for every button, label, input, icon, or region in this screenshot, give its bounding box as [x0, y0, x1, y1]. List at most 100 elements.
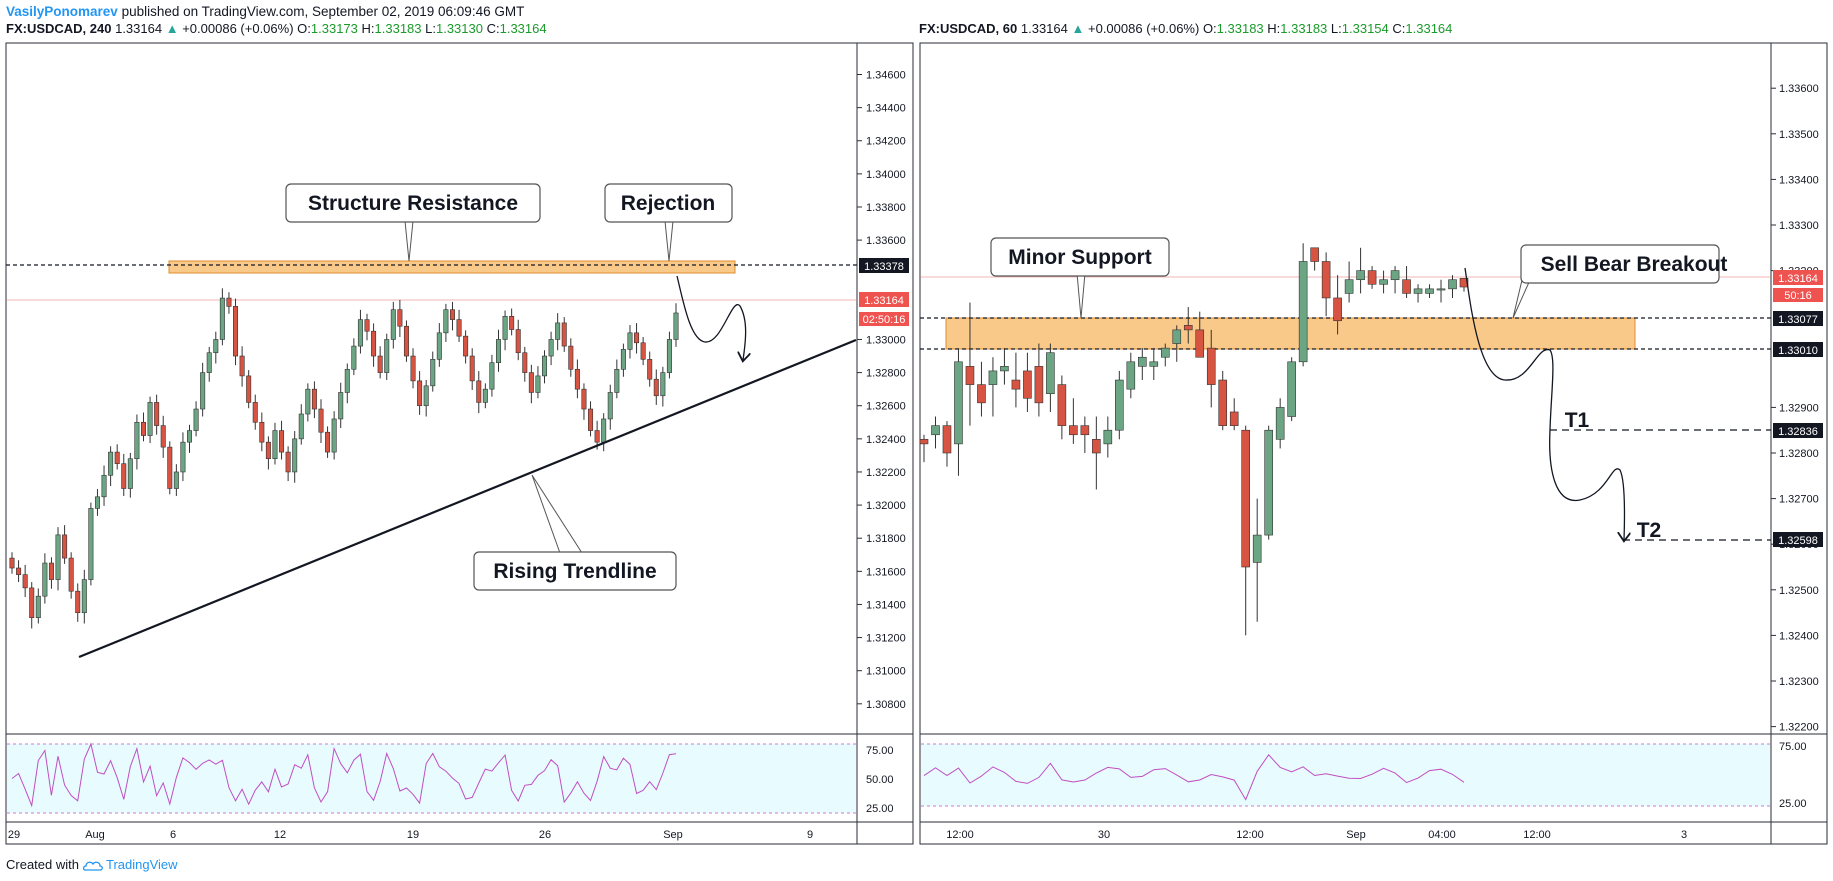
candle	[1023, 352, 1032, 412]
rising-trendline[interactable]	[78, 338, 857, 659]
candle-body	[528, 372, 534, 393]
resistance-zone[interactable]	[168, 260, 736, 274]
right-time-axis[interactable]: 12:00 30 12:00 Sep 04:00 12:00 3	[946, 829, 1687, 841]
candle-body	[476, 380, 482, 403]
candle-body	[410, 355, 416, 382]
right-panel-border	[919, 42, 1828, 845]
right-countdown-badge	[1773, 288, 1823, 302]
candle	[285, 446, 291, 482]
candle	[574, 359, 580, 399]
candle	[114, 444, 120, 470]
candle-body	[660, 372, 666, 397]
candle-body	[568, 345, 574, 370]
minor-support-callout[interactable]	[990, 237, 1170, 277]
candle	[1057, 375, 1067, 440]
structure-resistance-callout[interactable]	[285, 183, 541, 223]
candle	[377, 346, 383, 379]
candle	[548, 331, 554, 366]
right-rsi-band	[921, 744, 1770, 806]
author-link[interactable]: VasilyPonomarev	[6, 4, 118, 19]
candle-body	[331, 418, 337, 453]
candle-body	[403, 325, 409, 357]
candle	[154, 394, 160, 435]
candle	[647, 351, 653, 387]
right-symbol[interactable]: FX:USDCAD, 60	[919, 21, 1018, 36]
left-symbol[interactable]: FX:USDCAD, 240	[6, 21, 112, 36]
left-close-label: C:	[486, 21, 500, 36]
left-high: 1.33183	[374, 21, 422, 36]
candle	[357, 309, 363, 354]
candle-body	[1425, 288, 1434, 294]
candle	[423, 380, 429, 417]
candle-body	[1023, 370, 1032, 399]
price-tick-label: 1.32000	[866, 500, 906, 512]
sell-bear-breakout-callout[interactable]	[1520, 244, 1720, 284]
time-tick-label: 30	[1098, 829, 1110, 841]
candle-body	[338, 392, 344, 420]
candle-body	[75, 590, 81, 614]
candle	[233, 298, 239, 366]
candle	[279, 420, 285, 460]
right-price-axis[interactable]: 1.336001.335001.334001.333001.332001.329…	[1771, 83, 1819, 734]
time-tick-label: 12:00	[946, 829, 974, 841]
candle-body	[35, 595, 41, 618]
candle	[1160, 343, 1170, 367]
tradingview-link[interactable]: TradingView	[106, 857, 178, 872]
candle-body	[535, 375, 541, 393]
left-price-axis[interactable]: 1.34600 1.34400 1.34200 1.34000 1.33800 1.336…	[857, 69, 906, 711]
right-low: 1.33154	[1341, 21, 1389, 36]
candle	[489, 354, 495, 397]
left-chart-panel[interactable]: Structure Resistance Rejection Rising Tr…	[5, 42, 914, 845]
candle	[371, 323, 377, 367]
candle-body	[988, 370, 998, 385]
candle	[29, 582, 35, 629]
up-arrow-icon: ▲	[1071, 21, 1085, 36]
candle-body	[94, 496, 100, 509]
support-zone[interactable]	[945, 317, 1636, 350]
rising-trendline-callout[interactable]	[473, 551, 677, 591]
candle	[1218, 370, 1228, 431]
left-time-axis[interactable]: 29 Aug 6 12 19 26 Sep 9	[8, 829, 813, 841]
candle-body	[1183, 325, 1193, 331]
price-tick-label: 1.32500	[1779, 585, 1819, 597]
right-high-label: H:	[1267, 21, 1281, 36]
candle-body	[548, 339, 554, 357]
candle-body	[68, 557, 74, 592]
candle-body	[384, 339, 390, 373]
candle-body	[469, 355, 475, 382]
candle	[509, 308, 515, 336]
candle	[1137, 348, 1147, 381]
candle-body	[489, 362, 495, 390]
price-tick-label: 1.32600	[866, 401, 906, 413]
candle-body	[495, 339, 501, 363]
candle	[246, 370, 252, 409]
candle	[108, 446, 114, 487]
candle-body	[344, 368, 350, 393]
candle	[239, 346, 245, 387]
candle-body	[502, 315, 508, 340]
time-tick-label: Sep	[663, 829, 683, 841]
candle-body	[200, 372, 206, 410]
candle	[397, 299, 403, 337]
candle-body	[1321, 261, 1331, 299]
candle	[187, 424, 193, 453]
candle	[653, 369, 659, 405]
candle	[200, 362, 206, 417]
candle	[1287, 357, 1296, 422]
candle	[1402, 266, 1411, 298]
rejection-callout[interactable]	[604, 183, 733, 223]
right-chart-panel[interactable]: T1 T2 Minor Support Sell Bear Breakout 1…	[919, 42, 1828, 845]
candle	[298, 404, 304, 445]
right-last-price: 1.33164	[1020, 21, 1068, 36]
right-open: 1.33183	[1216, 21, 1264, 36]
rsi-tick-label: 75.00	[866, 745, 894, 757]
candle	[331, 411, 337, 460]
candle	[1172, 325, 1182, 362]
candle	[1126, 352, 1136, 399]
left-panel-border	[5, 42, 914, 845]
candle-body	[1448, 279, 1457, 290]
t1-price-text: 1.32836	[1778, 426, 1818, 438]
candle-body	[620, 349, 626, 370]
candle-body	[187, 430, 193, 443]
